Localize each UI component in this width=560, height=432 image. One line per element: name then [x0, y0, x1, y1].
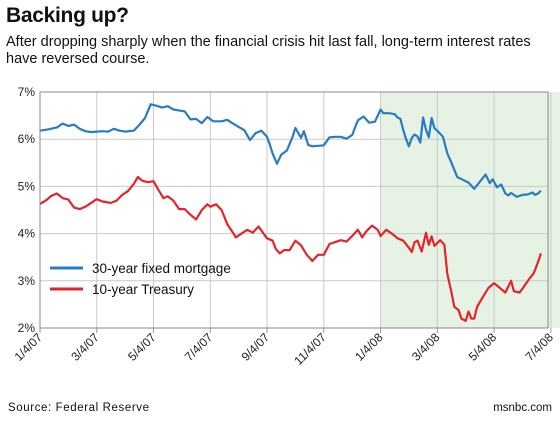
series-line [39, 175, 542, 322]
legend-label: 30-year fixed mortgage [92, 261, 231, 276]
chart-title: Backing up? [6, 4, 129, 27]
x-tick-label: 1/4/07 [12, 330, 46, 364]
y-tick-label: 5% [18, 179, 36, 193]
x-tick-label: 5/4/08 [466, 330, 500, 364]
y-tick-label: 2% [18, 321, 36, 335]
plot-frame [39, 91, 549, 329]
x-tick-label: 5/4/07 [125, 330, 159, 364]
series-lines [39, 103, 542, 322]
x-tick-label: 3/4/07 [68, 330, 102, 364]
x-tick-label: 11/4/07 [291, 330, 329, 368]
series-line [39, 103, 542, 198]
y-tick-label: 4% [18, 227, 36, 241]
x-tick-label: 7/4/08 [522, 330, 556, 364]
legend: 30-year fixed mortgage 10-year Treasury [50, 261, 231, 297]
credit: msnbc.com [493, 402, 552, 414]
x-tick-label: 7/4/07 [182, 330, 216, 364]
x-tick-label: 1/4/08 [352, 330, 386, 364]
y-tick-label: 3% [18, 274, 36, 288]
y-axis-tick-labels: 2% 3% 4% 5% 6% 7% [18, 85, 36, 335]
y-tick-label: 7% [18, 85, 36, 99]
legend-label: 10-year Treasury [92, 282, 194, 297]
shaded-period [380, 92, 560, 328]
x-tick-label: 3/4/08 [409, 330, 443, 364]
source-note: Source: Federal Reserve [8, 402, 150, 414]
chart-subtitle: After dropping sharply when the financia… [6, 34, 531, 67]
y-tick-label: 6% [18, 132, 36, 146]
x-tick-label: 9/4/07 [239, 330, 273, 364]
x-axis-tick-labels: 1/4/07 3/4/07 5/4/07 7/4/07 9/4/07 11/4/07 1/4… [12, 330, 557, 368]
